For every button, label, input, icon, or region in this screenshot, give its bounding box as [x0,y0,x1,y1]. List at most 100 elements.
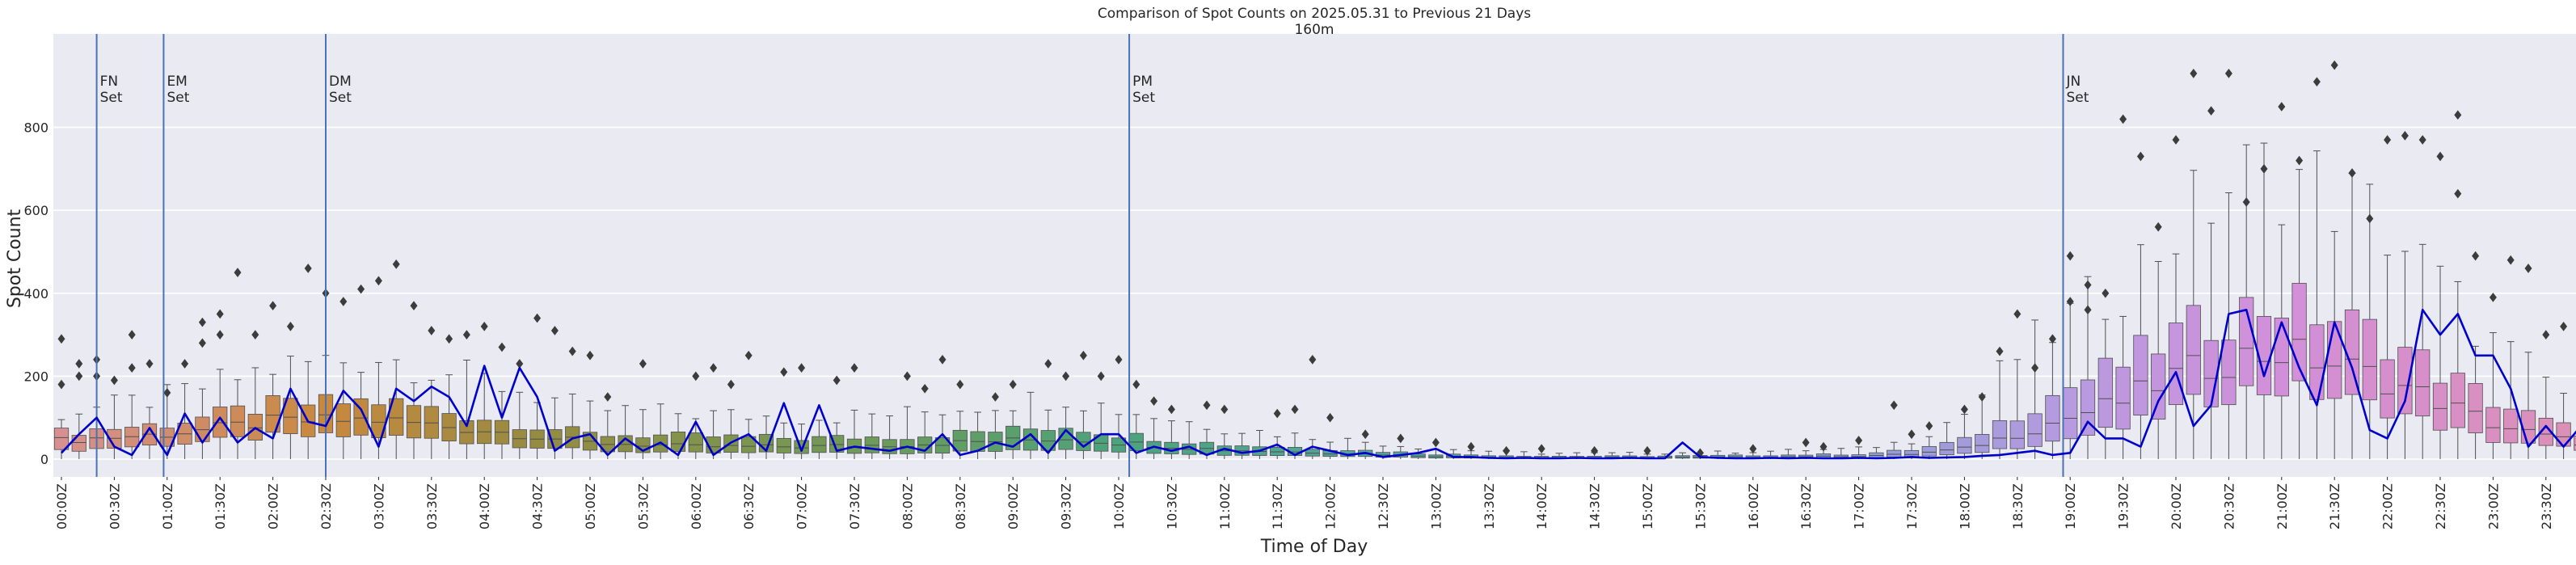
y-tick-labels: 0 200 400 600 800 [23,120,48,467]
box-body [407,406,420,438]
y-tick-label-400: 400 [23,286,48,301]
y-tick-label-0: 0 [40,452,48,467]
x-tick-label-43: 21:30Z [2327,483,2342,529]
x-tick-label-23: 11:30Z [1270,483,1285,529]
x-tick-label-3: 01:30Z [213,483,228,529]
box-body [2451,373,2464,428]
x-tick-label-47: 23:30Z [2539,483,2554,529]
event-label-pm: PM [1132,74,1153,90]
box-body [2222,340,2236,405]
chart-subtitle: 160m [1294,22,1334,38]
box-body [2134,335,2148,415]
box-body [2186,306,2200,394]
x-tick-label-33: 16:30Z [1798,483,1814,529]
box-body [2275,318,2288,395]
box-body [2486,407,2500,442]
x-tick-label-30: 15:00Z [1640,483,1655,529]
box-body [213,407,226,437]
box-body [2204,340,2218,407]
x-tick-label-27: 13:30Z [1482,483,1497,529]
box-body [671,432,685,451]
chart-title: Comparison of Spot Counts on 2025.05.31 … [1098,6,1531,22]
box-body [777,438,791,453]
x-tick-label-10: 05:00Z [583,483,598,529]
box-body [689,433,702,453]
x-tick-label-45: 22:30Z [2433,483,2448,529]
box-body [2063,388,2076,439]
event-label-dm: DM [329,74,352,90]
x-tick-label-41: 20:30Z [2221,483,2237,529]
x-tick-label-38: 19:00Z [2063,483,2078,529]
box-body [1992,420,2006,449]
x-tick-label-14: 07:00Z [795,483,810,529]
x-tick-label-39: 19:30Z [2116,483,2131,529]
box-body [1305,449,1319,456]
box-body [2116,367,2130,429]
x-tick-label-21: 10:30Z [1164,483,1179,529]
x-tick-label-29: 14:30Z [1587,483,1603,529]
event-label-em: EM [167,74,187,90]
x-tick-label-5: 02:30Z [318,483,334,529]
box-body [2433,383,2447,430]
box-body [2151,354,2165,420]
box-body [1958,437,1971,453]
event-sublabel-jn: Set [2066,90,2089,106]
event-sublabel-em: Set [167,90,189,106]
x-tick-label-1: 00:30Z [107,483,122,529]
box-body [424,407,438,438]
x-tick-label-7: 03:30Z [424,483,440,529]
x-tick-label-2: 01:00Z [160,483,175,529]
box-body [2098,358,2112,428]
x-tick-label-12: 06:00Z [689,483,704,529]
x-tick-label-9: 04:30Z [530,483,546,529]
x-tick-label-28: 14:00Z [1534,483,1549,529]
x-tick-label-15: 07:30Z [847,483,862,529]
x-tick-label-6: 03:00Z [371,483,386,529]
box-body [2380,360,2394,418]
box-body [2028,414,2042,447]
x-tick-label-44: 22:00Z [2380,483,2396,529]
x-tick-label-35: 17:30Z [1904,483,1920,529]
x-tick-label-24: 12:00Z [1323,483,1339,529]
event-label-jn: JN [2065,74,2081,90]
x-tick-label-17: 08:30Z [953,483,968,529]
box-body [2010,421,2024,449]
y-tick-label-600: 600 [23,203,48,218]
x-tick-label-31: 15:30Z [1693,483,1708,529]
x-tick-label-36: 18:00Z [1957,483,1972,529]
x-tick-label-19: 09:30Z [1059,483,1074,529]
box-body [812,436,826,453]
x-tick-label-40: 20:00Z [2169,483,2184,529]
box-body [1922,446,1936,456]
box-body [1975,434,1988,452]
y-tick-label-200: 200 [23,369,48,384]
event-sublabel-pm: Set [1132,90,1155,106]
x-tick-label-8: 04:00Z [477,483,492,529]
x-tick-label-18: 09:00Z [1006,483,1021,529]
box-body [2557,423,2570,446]
x-tick-label-13: 06:30Z [741,483,757,529]
box-body [2310,325,2324,400]
x-tick-label-37: 18:30Z [2010,483,2026,529]
box-body [2169,323,2182,405]
y-tick-label-800: 800 [23,120,48,136]
box-body [2468,383,2482,432]
box-body [230,406,244,436]
x-tick-label-0: 00:00Z [54,483,70,529]
x-tick-label-20: 10:00Z [1111,483,1127,529]
box-body [2503,409,2517,443]
x-tick-label-25: 12:30Z [1376,483,1391,529]
box-body [72,436,86,452]
x-tick-label-32: 16:00Z [1746,483,1761,529]
x-tick-label-16: 08:00Z [900,483,915,529]
event-sublabel-dm: Set [329,90,352,106]
box-body [1887,450,1900,457]
x-tick-label-22: 11:00Z [1217,483,1233,529]
y-axis-label: Spot Count [5,209,25,308]
event-label-fn: FN [100,74,119,90]
box-body [2046,395,2060,441]
x-tick-label-34: 17:00Z [1852,483,1867,529]
